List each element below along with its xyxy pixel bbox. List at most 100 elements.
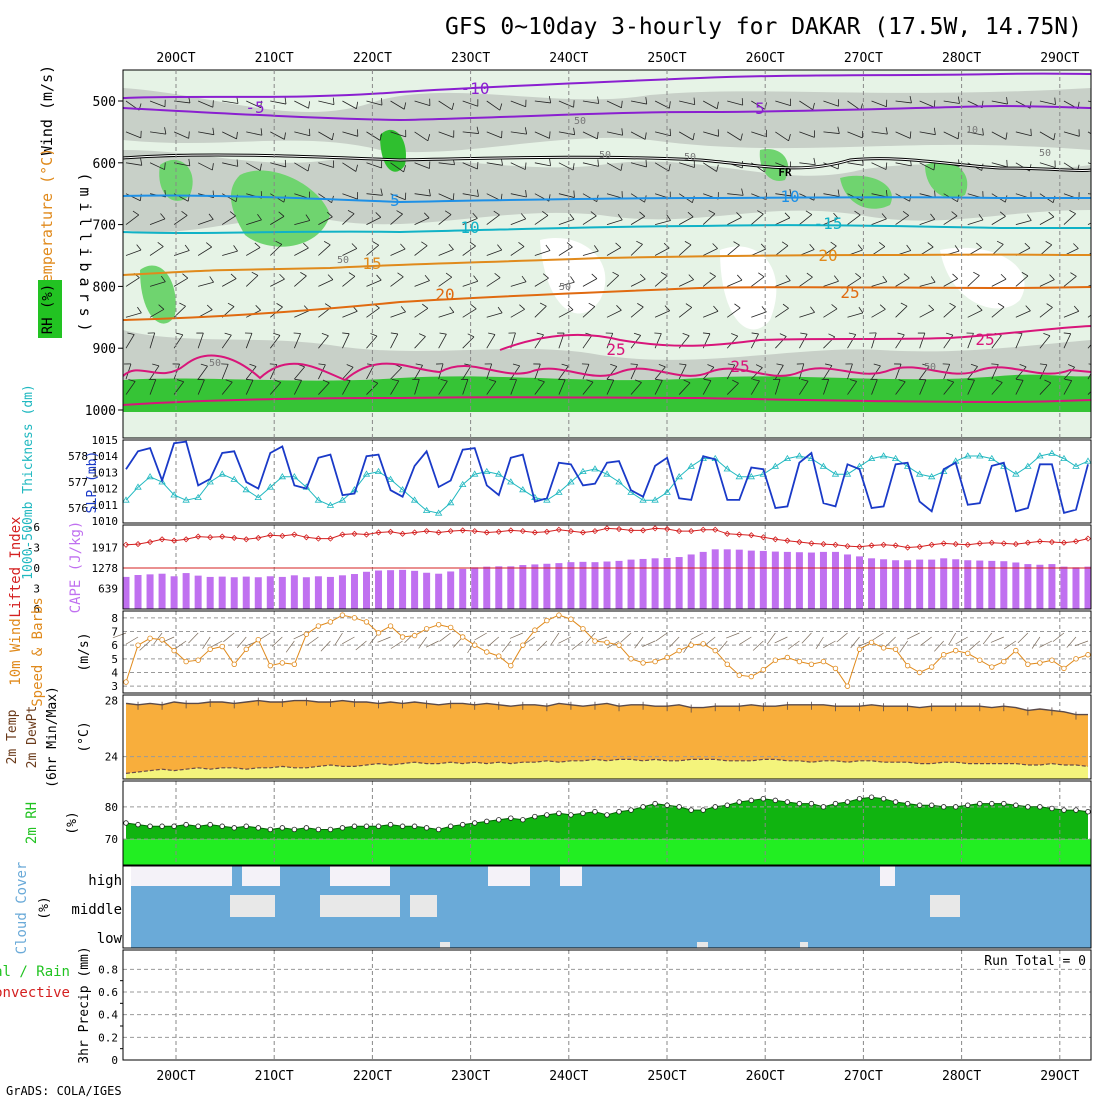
upper-wind-barb-feather (375, 212, 382, 218)
upper-wind-barb (702, 213, 716, 225)
cape-bar (158, 573, 166, 609)
upper-wind-barb-feather (524, 127, 528, 135)
cape-bar (423, 572, 431, 609)
upper-wind-barb (654, 366, 666, 380)
upper-ytick-label: 700 (93, 219, 116, 234)
upper-wind-barb-feather (591, 273, 598, 279)
upper-wind-barb (775, 217, 791, 225)
upper-wind-barb-feather (976, 242, 982, 248)
rh2m-marker (1061, 807, 1067, 813)
upper-wind-barb (149, 281, 166, 287)
wind-speed-marker (664, 654, 670, 661)
upper-wind-barb (173, 250, 190, 256)
upper-wind-barb-feather (305, 214, 311, 221)
upper-wind-barb (510, 162, 526, 170)
upper-wind-barb (1039, 131, 1054, 141)
upper-wind-barb (823, 100, 839, 107)
wind10m-barb (899, 640, 908, 653)
upper-wind-barb (414, 379, 420, 395)
lifted-index-marker (315, 535, 322, 542)
upper-wind-barb-feather (752, 378, 760, 382)
wind10m-barb (787, 640, 800, 650)
rh2m-marker (435, 826, 442, 833)
cloud-low-grey (697, 942, 708, 948)
upper-wind-barb (823, 365, 833, 380)
top-tick-label: 26OCT (746, 51, 785, 66)
upper-wind-barb (991, 382, 1003, 395)
upper-wind-barb (534, 162, 551, 167)
upper-wind-barb (847, 381, 858, 395)
upper-wind-barb-feather (996, 240, 1004, 245)
cape-bar (495, 566, 503, 609)
upper-wind-barb-feather (712, 243, 718, 249)
wind-speed-marker (760, 667, 767, 673)
cape-bar (1072, 567, 1080, 609)
wind-speed-marker (820, 658, 827, 665)
upper-wind-barb-feather (397, 272, 404, 278)
upper-wind-barb (486, 162, 503, 166)
lifted-index-marker (724, 530, 731, 537)
thickness-marker (795, 452, 804, 459)
upper-wind-barb-feather (991, 363, 999, 365)
upper-wind-barb-feather (558, 378, 566, 381)
upper-wind-barb (967, 379, 975, 395)
rh2m-marker (1073, 807, 1079, 813)
upper-wind-barb-feather (427, 133, 431, 141)
upper-wind-barb-feather (952, 273, 958, 279)
wind-tick-label: 6 (111, 639, 118, 652)
wind-speed-marker (628, 656, 634, 662)
wind-speed-marker (724, 661, 730, 667)
wind10m-barb (571, 640, 584, 650)
upper-wind-barb-feather (293, 332, 301, 334)
wind10m-barb (418, 636, 427, 649)
upper-wind-barb-feather (909, 131, 912, 139)
upper-wind-barb-feather (878, 242, 886, 247)
upper-wind-barb (558, 281, 575, 287)
upper-wind-barb (462, 217, 478, 225)
upper-wind-barb (678, 382, 691, 395)
upper-wind-barb (775, 308, 789, 318)
lifted-index-marker (243, 536, 250, 543)
upper-wind-barb-feather (1030, 128, 1032, 136)
wind-speed-marker (616, 642, 622, 648)
upper-wind-barb-feather (451, 102, 455, 110)
bottom-tick-label: 21OCT (255, 1069, 294, 1084)
thickness-marker (278, 473, 287, 480)
upper-wind-barb-feather (284, 132, 286, 140)
dewpoint-line (125, 758, 1089, 774)
contour-15 (123, 253, 1091, 276)
upper-wind-barb (245, 366, 257, 380)
wind-speed-marker (676, 647, 682, 654)
rh2m-marker (399, 823, 406, 829)
rh-contour-label: 50 (337, 255, 349, 266)
thickness-marker (398, 486, 407, 493)
wind-speed-marker (772, 657, 779, 663)
upper-ytick-label: 600 (93, 157, 116, 172)
upper-wind-barb (703, 248, 718, 256)
upper-wind-barb (847, 312, 863, 318)
upper-wind-barb (943, 215, 958, 225)
upper-wind-barb-feather (776, 363, 784, 366)
cape-bar (350, 574, 358, 609)
cape-bar (122, 576, 130, 609)
wind10m-barb (355, 640, 367, 651)
upper-wind-barb-feather (259, 163, 262, 171)
upper-wind-barb (414, 245, 428, 256)
lifted-index-marker (916, 543, 923, 550)
upper-wind-barb-feather (279, 273, 285, 280)
lifted-tick-label: 6 (33, 603, 40, 616)
upper-wind-barb (318, 364, 326, 380)
upper-wind-barb-feather (658, 363, 666, 368)
rh2m-marker (219, 823, 225, 829)
upper-wind-barb (750, 380, 760, 395)
thickness-marker (747, 473, 756, 480)
lifted-index-marker (904, 544, 911, 551)
contour-freezing-inner (123, 154, 1091, 172)
thickness-marker (843, 470, 852, 477)
upper-wind-barb (246, 131, 262, 136)
upper-wind-barb-feather (418, 333, 426, 337)
upper-wind-barb-feather (332, 97, 335, 105)
cape-bar (976, 560, 984, 609)
rh2m-marker (916, 802, 923, 808)
